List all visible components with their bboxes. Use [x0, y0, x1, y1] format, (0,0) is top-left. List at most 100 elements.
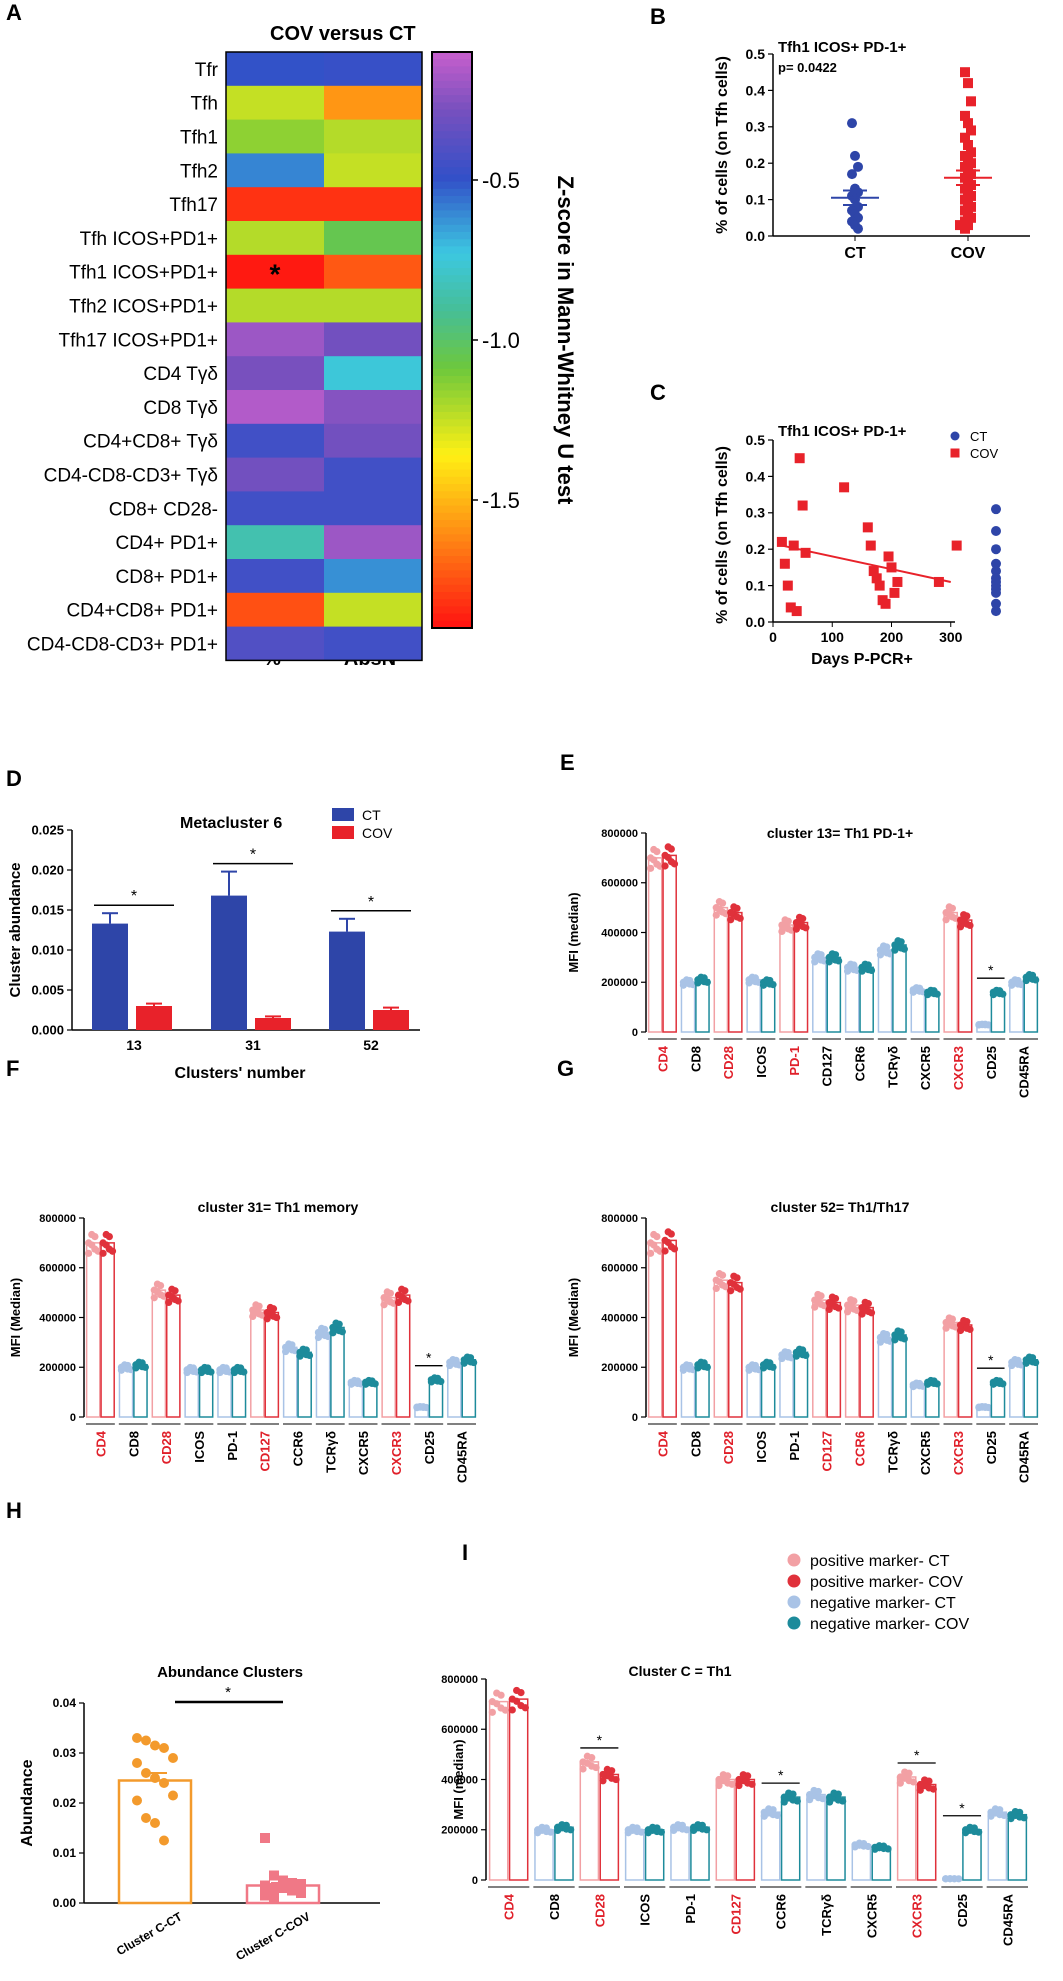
I-data-point — [896, 1773, 904, 1781]
G-data-point — [864, 1307, 872, 1316]
I-data-point — [562, 1825, 570, 1833]
colorbar-segment — [432, 318, 472, 327]
B-pvalue: p= 0.0422 — [778, 60, 837, 75]
H-data-point — [168, 1790, 178, 1801]
colorbar-segment — [432, 282, 472, 291]
F-bar — [100, 1242, 115, 1418]
D-bar — [92, 923, 128, 1030]
H-data-point — [269, 1893, 279, 1903]
colorbar-segment — [432, 448, 472, 456]
heatmap-cell — [324, 322, 422, 357]
C-legend-marker — [950, 431, 960, 441]
F-x-tick-label: PD-1 — [225, 1431, 240, 1461]
E-data-point — [960, 911, 968, 919]
I-data-point — [674, 1821, 682, 1829]
I-data-point — [814, 1794, 822, 1802]
F-x-tick-label: CD25 — [422, 1431, 437, 1464]
F-x-tick-label: CD8 — [126, 1431, 141, 1457]
colorbar-segment — [432, 440, 472, 449]
E-data-point — [686, 980, 694, 988]
C-data-point — [868, 566, 879, 577]
heatmap-row-label: CD8 Tγδ — [143, 398, 218, 419]
F-data-point — [394, 1291, 403, 1299]
G-data-point — [664, 1228, 672, 1236]
G-bar — [1009, 1361, 1024, 1418]
E-bar — [746, 979, 762, 1033]
G-data-point — [847, 1296, 855, 1304]
C-data-point — [794, 453, 805, 464]
colorbar-segment — [432, 268, 472, 276]
colorbar-segment — [432, 304, 472, 312]
F-title: cluster 31= Th1 memory — [198, 1199, 359, 1215]
C-data-point — [933, 576, 944, 587]
heatmap-cell — [324, 525, 422, 560]
G-bar — [793, 1351, 809, 1418]
heatmap-cell — [324, 52, 422, 87]
H-bar — [117, 1779, 193, 1905]
I-y-tick-label: 400000 — [441, 1774, 478, 1786]
G-bar — [695, 1364, 710, 1418]
C-data-point — [800, 547, 811, 558]
colorbar-segment — [432, 138, 472, 147]
C-data-point — [874, 580, 885, 591]
colorbar-segment — [432, 152, 472, 161]
H-data-point — [296, 1888, 306, 1898]
C-y-tick-label: 0.5 — [746, 432, 766, 448]
G-data-point — [843, 1301, 852, 1309]
colorbar-segment — [432, 390, 472, 399]
E-data-point — [817, 956, 825, 964]
F-data-point — [156, 1291, 165, 1299]
H-data-point — [287, 1885, 297, 1896]
colorbar-segment — [432, 332, 472, 341]
E-x-tick-label: CD8 — [688, 1046, 703, 1072]
heatmap-cell — [226, 119, 324, 154]
G-bar — [746, 1366, 762, 1418]
colorbar-segment — [432, 577, 472, 586]
I-data-point — [789, 1796, 797, 1804]
C-data-point — [991, 598, 1001, 609]
G-x-tick-label: CD8 — [688, 1431, 703, 1457]
E-data-point — [700, 978, 708, 986]
colorbar-segment — [432, 491, 472, 499]
E-x-tick-label: CD45RA — [1017, 1045, 1032, 1098]
C-data-point — [889, 587, 900, 598]
colorbar-segment — [432, 52, 472, 60]
B-y-tick-label: 0.3 — [746, 119, 766, 135]
C-y-label: % of cells (on Tfh cells) — [714, 446, 731, 624]
E-bar — [647, 857, 663, 1033]
C-legend-label: CT — [970, 429, 987, 444]
colorbar-segment — [432, 592, 472, 600]
I-bar — [579, 1761, 600, 1881]
C-x-tick-label: 300 — [939, 629, 963, 645]
C-y-tick-label: 0.2 — [746, 541, 766, 557]
heatmap-cell — [324, 626, 422, 661]
F-data-point — [84, 1239, 93, 1247]
C-data-point — [797, 500, 808, 511]
colorbar-segment — [432, 570, 472, 579]
heatmap-cell — [324, 592, 422, 628]
I-data-point — [715, 1781, 723, 1790]
E-data-point — [942, 909, 950, 917]
C-data-point — [991, 544, 1001, 555]
colorbar-segment — [432, 109, 472, 118]
G-data-point — [1028, 1358, 1037, 1366]
heatmap-cell — [226, 254, 324, 290]
G-y-tick-label: 600000 — [601, 1263, 638, 1275]
F-bar — [282, 1346, 298, 1418]
C-x-label: Days P-PCR+ — [811, 651, 913, 668]
F-data-point — [380, 1294, 388, 1302]
colorbar-segment — [432, 548, 472, 557]
I-data-point — [810, 1786, 818, 1795]
colorbar-segment — [432, 527, 472, 535]
F-bar — [118, 1366, 134, 1418]
E-bar — [943, 911, 959, 1033]
D-y-tick-label: 0.015 — [31, 903, 64, 918]
F-data-point — [88, 1230, 96, 1239]
panel-letter-G: G — [557, 1056, 574, 1081]
colorbar-segment — [432, 246, 472, 255]
H-data-point — [260, 1833, 270, 1843]
heatmap-cell — [226, 322, 324, 357]
heatmap-cell — [324, 491, 422, 526]
F-data-point — [99, 1239, 107, 1247]
heatmap-cell — [324, 356, 422, 391]
